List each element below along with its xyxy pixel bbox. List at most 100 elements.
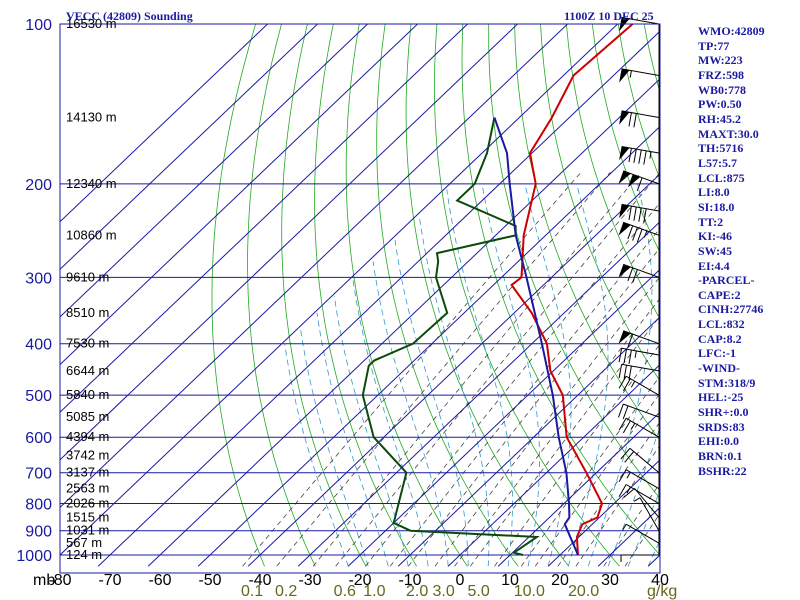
height-label: 1515 m <box>66 510 109 525</box>
wind-barb-feather <box>627 333 634 348</box>
temperature-tick-label: -20 <box>348 572 371 589</box>
pressure-tick-label: 400 <box>25 337 52 354</box>
wind-barb-shaft <box>623 403 660 418</box>
index-line: KI:-46 <box>698 229 732 244</box>
wind-barb-feather <box>618 364 623 379</box>
moist-adiabat <box>372 261 449 567</box>
isotherm <box>60 24 369 318</box>
index-line: LCL:832 <box>698 317 745 332</box>
dry-adiabat <box>281 24 367 567</box>
temperature-tick-label: 30 <box>601 572 619 589</box>
mixing-ratio-line <box>365 202 660 567</box>
temperature-tick-label: 20 <box>551 572 569 589</box>
height-label: 124 m <box>66 547 102 562</box>
wind-barb-feather <box>622 405 629 420</box>
wind-barb-shaft <box>621 363 660 372</box>
wind-barb-half-feather <box>626 471 631 479</box>
chart-timestamp: 1100Z 10 DEC 25 <box>564 9 654 23</box>
wind-barb-half-feather <box>643 230 648 238</box>
wind-barb-shaft <box>625 523 660 544</box>
wind-barb-flag <box>619 110 630 125</box>
temperature-tick-label: -50 <box>198 572 221 589</box>
dry-adiabat <box>566 24 660 320</box>
isotherm <box>397 316 660 567</box>
wind-barb <box>620 447 660 474</box>
moist-adiabat <box>352 277 429 567</box>
pressure-tick-label: 600 <box>25 430 52 447</box>
dry-adiabat <box>211 24 265 567</box>
index-line: FRZ:598 <box>698 67 744 82</box>
moist-adiabat <box>333 295 409 567</box>
mixing-ratio-line <box>408 247 660 567</box>
wind-barb-half-feather <box>622 523 627 531</box>
height-label: 5085 m <box>66 409 109 424</box>
wind-barb-shaft <box>625 375 660 396</box>
data-layer <box>361 24 634 556</box>
wind-barb-feather <box>628 112 632 127</box>
dry-adiabat <box>405 24 570 567</box>
wind-barb <box>623 488 660 518</box>
mixing-ratio-line <box>335 171 660 567</box>
temperature-tick-label: 10 <box>501 572 519 589</box>
dewpoint-trace <box>361 117 540 556</box>
wind-barb-feather <box>622 378 631 392</box>
wind-barb-shaft <box>621 347 660 356</box>
mixing-ratio-tick-label: 0.2 <box>275 583 297 600</box>
index-line: -WIND- <box>698 361 740 376</box>
wind-barb <box>619 110 660 128</box>
pressure-tick-label: 500 <box>25 388 52 405</box>
index-line: CAPE:2 <box>698 287 741 302</box>
isotherm <box>60 24 519 461</box>
height-label: 1031 m <box>66 523 109 538</box>
wind-barb-feather <box>620 447 631 460</box>
index-line: LCL:875 <box>698 170 745 185</box>
wind-barb-feather <box>636 228 643 243</box>
wind-barb-feather <box>623 349 627 364</box>
pressure-tick-label: 1000 <box>16 548 52 565</box>
height-label: 14130 m <box>66 110 117 125</box>
index-line: SI:18.0 <box>698 199 735 214</box>
wind-barb-shaft <box>629 447 660 474</box>
wind-barb-shaft <box>625 417 660 438</box>
mixing-ratio-tick-label: 3.0 <box>432 583 454 600</box>
index-line: LFC:-1 <box>698 346 736 361</box>
grid-layer <box>60 24 660 567</box>
height-label: 567 m <box>66 535 102 550</box>
index-line: BSHR:22 <box>698 463 747 478</box>
wind-barb-shaft <box>634 488 660 518</box>
mixing-ratio-line <box>434 276 660 567</box>
wind-barb-flag <box>619 68 630 83</box>
isotherm <box>247 173 660 567</box>
wind-barb-half-feather <box>633 497 641 502</box>
wind-barb-shaft <box>625 484 660 504</box>
temperature-tick-label: -70 <box>98 572 121 589</box>
wind-barb-half-feather <box>649 151 652 159</box>
pressure-tick-label: 300 <box>25 270 52 287</box>
wind-barb <box>618 330 660 348</box>
wind-barb-feather <box>627 267 634 282</box>
wind-barb-feather <box>632 269 638 283</box>
wind-barb-feather <box>623 488 635 498</box>
wind-barb <box>618 363 660 380</box>
wind-barb <box>618 417 660 438</box>
height-label: 6644 m <box>66 363 109 378</box>
wind-barb <box>619 68 660 83</box>
wind-barb-shaft <box>621 203 660 212</box>
dry-adiabat <box>376 24 519 567</box>
wind-barb-feather <box>633 113 637 128</box>
stability-indices-panel: WMO:42809 TP:77 MW:223 FRZ:598 WB0:778 PW:0.5… <box>698 24 798 478</box>
isotherm <box>60 24 319 270</box>
wind-barb-feather <box>623 365 627 379</box>
mixing-ratio-tick-label: 1.0 <box>363 583 385 600</box>
temperature-tick-label: 0 <box>456 572 465 589</box>
height-label: 4394 m <box>66 429 109 444</box>
wind-barb-feather <box>628 206 632 220</box>
height-label: 8510 m <box>66 305 109 320</box>
isotherm <box>60 24 419 366</box>
pressure-tick-label: 200 <box>25 177 52 194</box>
dry-adiabat <box>247 24 316 567</box>
wind-barb-feather <box>622 420 631 434</box>
index-line: LI:8.0 <box>698 185 730 200</box>
